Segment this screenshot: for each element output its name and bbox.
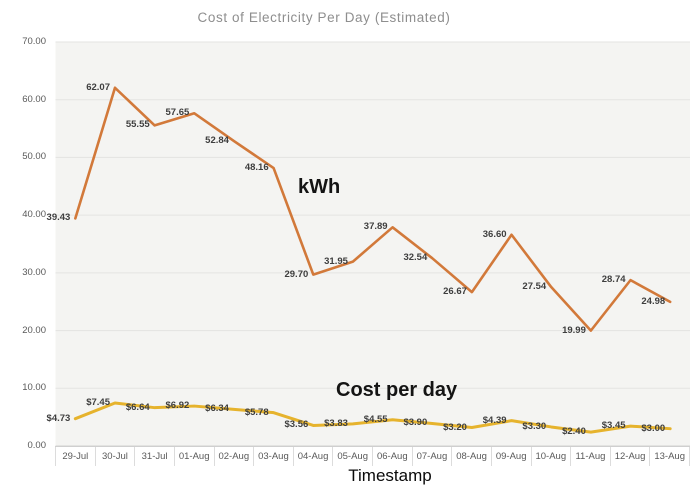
data-label: $6.92 <box>165 400 190 412</box>
x-axis-category-label: 31-Jul <box>134 447 174 466</box>
data-label: $6.64 <box>125 401 150 413</box>
data-label: 36.60 <box>482 228 507 240</box>
y-axis-tick-label: 60.00 <box>22 93 46 105</box>
series-line-cost-per-day <box>73 401 672 434</box>
data-label: 62.07 <box>86 81 110 93</box>
data-label: 39.43 <box>46 212 71 224</box>
x-axis-category-label: 10-Aug <box>530 447 571 466</box>
data-label: $3.20 <box>443 421 467 433</box>
data-label: $4.55 <box>363 413 388 425</box>
x-axis-category-label: 30-Jul <box>94 447 135 466</box>
data-label: 32.54 <box>403 252 428 264</box>
x-axis-category-label: 29-Jul <box>55 447 95 466</box>
y-axis-tick-label: 70.00 <box>22 36 46 47</box>
data-label: 29.70 <box>284 268 309 280</box>
x-axis-category-label: 11-Aug <box>570 447 610 466</box>
data-label: $4.39 <box>482 414 507 426</box>
chart-title: Cost of Electricity Per Day (Estimated) <box>197 10 451 25</box>
series-annotation-kwh: kWh <box>298 176 341 198</box>
x-axis: 29-Jul 30-Jul 31-Jul 01-Aug 02-Aug 03-Aug 04-A… <box>55 446 690 466</box>
data-label: 28.74 <box>601 274 626 286</box>
data-label: $5.78 <box>244 406 269 418</box>
y-axis-tick-label: 40.00 <box>22 209 46 221</box>
data-label: $6.34 <box>205 403 229 415</box>
data-label: $3.56 <box>284 419 309 431</box>
series-annotation-cost-per-day: Cost per day <box>336 379 458 401</box>
x-axis-category-label: 08-Aug <box>451 447 491 466</box>
data-label: $3.30 <box>522 420 547 432</box>
x-axis-category-label: 03-Aug <box>253 447 293 466</box>
x-axis-title: Timestamp <box>348 466 432 485</box>
data-label: 19.99 <box>562 324 586 336</box>
data-label: $7.45 <box>86 397 110 408</box>
x-axis-category-label: 07-Aug <box>411 447 452 466</box>
data-label: 48.16 <box>244 162 269 174</box>
x-axis-category-label: 04-Aug <box>292 447 333 466</box>
x-axis-category-label: 09-Aug <box>490 447 531 466</box>
x-axis-category-label: 01-Aug <box>173 447 214 466</box>
x-axis-category-label: 05-Aug <box>332 447 372 466</box>
y-axis-tick-label: 30.00 <box>22 266 46 278</box>
data-label: $3.83 <box>324 417 348 429</box>
data-label: $4.73 <box>46 412 71 424</box>
x-axis-category-label: 02-Aug <box>213 447 254 466</box>
data-label: 24.98 <box>641 295 666 307</box>
x-axis-category-label: 12-Aug <box>609 447 650 466</box>
x-axis-category-label: 06-Aug <box>372 447 412 466</box>
data-label: $3.90 <box>403 417 428 429</box>
data-label: $2.40 <box>562 426 586 438</box>
data-label: 31.95 <box>324 255 348 267</box>
y-axis-tick-label: 10.00 <box>22 382 46 394</box>
data-label: 55.55 <box>125 119 150 131</box>
series-line-kwh <box>74 86 672 332</box>
data-label: 26.67 <box>443 286 467 298</box>
data-label: 52.84 <box>205 135 229 147</box>
data-label: 57.65 <box>165 107 190 119</box>
data-label: 37.89 <box>363 221 388 233</box>
y-axis-tick-label: 0.00 <box>27 440 47 451</box>
data-label: 27.54 <box>522 281 547 293</box>
x-axis-category-label: 13-Aug <box>649 447 690 466</box>
y-axis-tick-label: 50.00 <box>22 151 46 163</box>
data-label: $3.00 <box>641 422 666 434</box>
y-axis-tick-label: 20.00 <box>22 324 46 336</box>
data-label: $3.45 <box>601 420 626 432</box>
